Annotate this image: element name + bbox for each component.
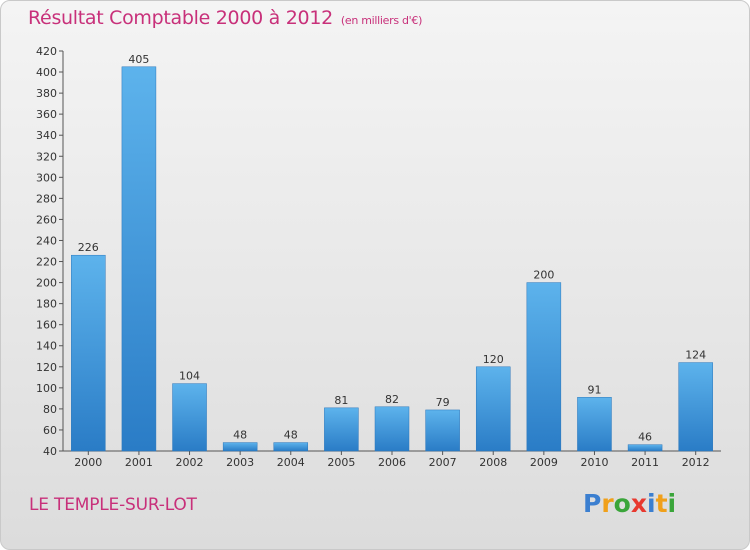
- chart-title-text: Résultat Comptable 2000 à 2012: [28, 7, 333, 29]
- x-tick-label: 2004: [277, 456, 305, 469]
- bar: [627, 444, 663, 452]
- bars: 226 405 104 48 48 81 82 79 120 200 91 46 124: [71, 53, 713, 452]
- y-tick-label: 320: [36, 150, 57, 163]
- bar: [526, 282, 562, 452]
- chart-subtitle: (en milliers d'€): [340, 14, 423, 27]
- y-tick-label: 100: [36, 382, 57, 395]
- y-tick-label: 60: [43, 424, 57, 437]
- bar-value-label: 48: [233, 429, 247, 442]
- bar-value-label: 46: [638, 431, 652, 444]
- x-tick-label: 2009: [530, 456, 558, 469]
- x-tick-label: 2006: [378, 456, 406, 469]
- x-tick-label: 2005: [327, 456, 355, 469]
- bar: [678, 362, 713, 452]
- y-tick-label: 40: [43, 445, 57, 458]
- bar-value-label: 81: [334, 394, 348, 407]
- x-tick-label: 2001: [125, 456, 153, 469]
- bar: [222, 442, 258, 452]
- logo-letter: P: [583, 489, 602, 518]
- y-tick-label: 420: [36, 45, 57, 58]
- y-tick-label: 300: [36, 171, 57, 184]
- y-tick-label: 120: [36, 361, 57, 374]
- bar: [172, 383, 207, 452]
- bar-value-label: 91: [587, 383, 601, 396]
- logo-letter: r: [601, 489, 614, 518]
- bar-value-label: 200: [533, 269, 554, 282]
- y-tick-label: 340: [36, 129, 57, 142]
- y-tick-label: 200: [36, 277, 57, 290]
- bar-value-label: 120: [483, 353, 504, 366]
- y-tick-label: 280: [36, 192, 57, 205]
- bar: [71, 254, 106, 452]
- y-tick-label: 180: [36, 298, 57, 311]
- y-tick-label: 80: [43, 403, 57, 416]
- y-tick-label: 160: [36, 319, 57, 332]
- x-tick-label: 2003: [226, 456, 254, 469]
- y-tick-label: 220: [36, 256, 57, 269]
- y-tick-label: 360: [36, 108, 57, 121]
- bar-value-label: 226: [78, 241, 99, 254]
- logo-letter: x: [630, 489, 647, 518]
- bar: [374, 406, 410, 452]
- x-tick-label: 2010: [580, 456, 608, 469]
- logo-letter: i: [647, 489, 656, 518]
- bar: [425, 409, 460, 452]
- logo-letter: o: [613, 489, 631, 518]
- bar: [475, 366, 511, 452]
- bar-value-label: 104: [179, 370, 200, 383]
- proxiti-logo: Proxiti: [583, 489, 676, 518]
- x-tick-label: 2007: [429, 456, 457, 469]
- bar: [577, 397, 612, 452]
- logo-letter: i: [667, 489, 677, 518]
- x-tick-label: 2012: [682, 456, 710, 469]
- chart-title: Résultat Comptable 2000 à 2012 (en millie…: [28, 7, 422, 29]
- y-tick-label: 400: [36, 66, 57, 79]
- bar-value-label: 48: [284, 429, 298, 442]
- city-name: LE TEMPLE-SUR-LOT: [29, 495, 197, 515]
- logo-letter: t: [655, 489, 668, 518]
- y-tick-label: 380: [36, 87, 57, 100]
- bar-value-label: 82: [385, 393, 399, 406]
- y-axis: 40 60 80 100 120 140 160 180 200 220 240 260 280 300 3…: [36, 45, 64, 458]
- x-tick-label: 2008: [479, 456, 507, 469]
- y-tick-label: 140: [36, 340, 57, 353]
- bar-value-label: 79: [436, 396, 450, 409]
- y-tick-label: 260: [36, 213, 57, 226]
- x-axis: 2000 2001 2002 2003 2004 2005 2006 2007 2008 2009…: [63, 450, 721, 469]
- bar-value-label: 124: [685, 349, 706, 362]
- bar: [273, 442, 309, 452]
- x-tick-label: 2011: [631, 456, 659, 469]
- bar: [324, 407, 359, 452]
- x-tick-label: 2002: [176, 456, 204, 469]
- bar-value-label: 405: [128, 53, 149, 66]
- x-tick-label: 2000: [74, 456, 102, 469]
- y-tick-label: 240: [36, 234, 57, 247]
- bar: [121, 66, 157, 452]
